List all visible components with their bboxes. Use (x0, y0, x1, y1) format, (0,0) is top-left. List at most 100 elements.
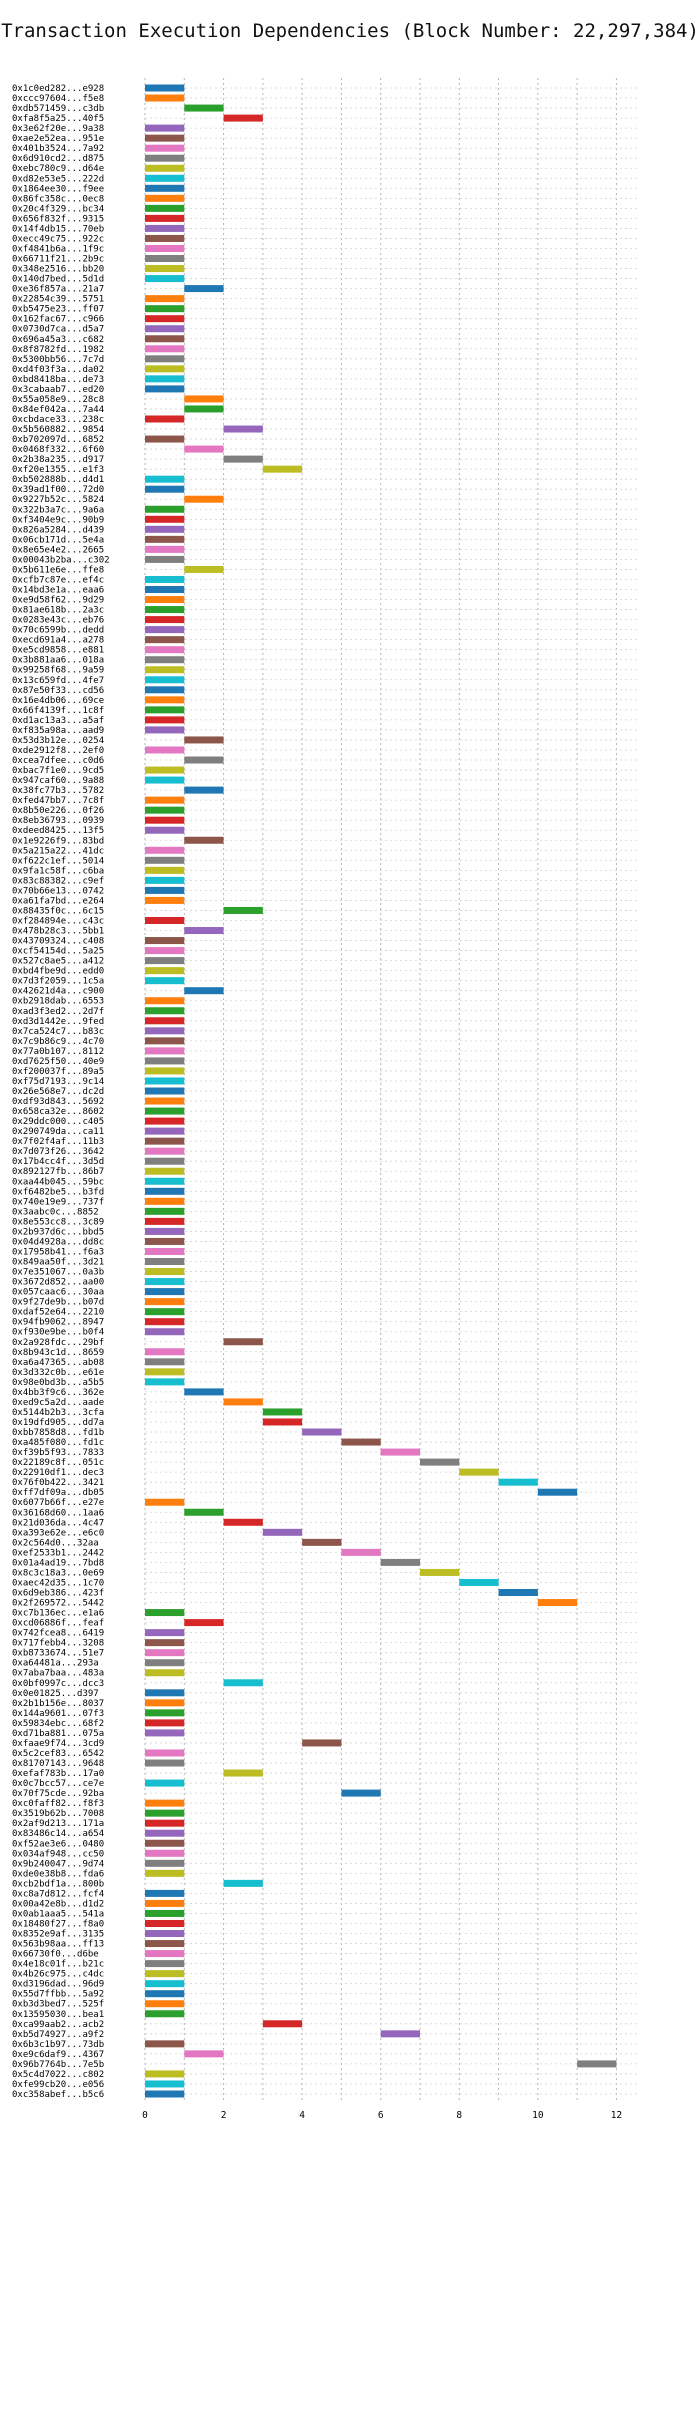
bar-40 (145, 485, 185, 493)
y-tick-label: 0x3672d852...aa00 (12, 1278, 104, 1288)
bar-171 (145, 1799, 185, 1807)
bar-24 (145, 325, 185, 333)
bar-89 (145, 977, 185, 985)
y-tick-label: 0x8352e9af...3135 (12, 1930, 104, 1940)
y-tick-label: 0xd3196dad...96d9 (12, 1980, 104, 1990)
bar-84 (184, 927, 224, 935)
y-tick-label: 0x66730f0...d6be (12, 1950, 99, 1960)
bar-78 (145, 866, 185, 874)
y-tick-label: 0x4e18c01f...b21c (12, 1960, 104, 1970)
y-tick-label: 0x2af9d213...171a (12, 1819, 104, 1829)
y-tick-label: 0x3b881aa6...018a (12, 656, 104, 666)
y-tick-label: 0x26e568e7...dc2d (12, 1087, 104, 1097)
y-tick-label: 0xdeed8425...13f5 (12, 826, 104, 836)
bar-56 (145, 646, 185, 654)
y-tick-label: 0x5b560882...9854 (12, 425, 104, 435)
y-tick-label: 0x1864ee30...f9ee (12, 184, 104, 194)
bar-85 (145, 937, 185, 945)
y-tick-label: 0x826a5284...d439 (12, 525, 104, 535)
y-tick-label: 0x66711f21...2b9c (12, 255, 104, 265)
y-tick-label: 0xf284894e...c43c (12, 916, 104, 926)
x-tick-label: 8 (456, 2110, 462, 2121)
bar-161 (145, 1699, 185, 1707)
bar-153 (184, 1619, 224, 1627)
bar-41 (184, 495, 224, 503)
y-tick-label: 0x5c2cef83...6542 (12, 1749, 104, 1759)
y-tick-label: 0x00043b2ba...c302 (12, 555, 110, 565)
y-tick-label: 0x478b28c3...5bb1 (12, 927, 104, 937)
y-tick-label: 0xcd06886f...feaf (12, 1619, 104, 1629)
y-tick-label: 0xfe99cb20...e056 (12, 2080, 104, 2090)
y-tick-label: 0xcb2bdf1a...800b (12, 1879, 104, 1889)
y-tick-label: 0x8e65e4e2...2665 (12, 545, 104, 555)
y-tick-label: 0xa393e62e...e6c0 (12, 1528, 104, 1538)
y-tick-label: 0x17958b41...f6a3 (12, 1247, 104, 1257)
bar-3 (223, 114, 263, 122)
bar-191 (145, 2000, 185, 2008)
y-tick-label: 0x66f4139f...1c8f (12, 706, 104, 716)
y-tick-label: 0xbb7858d8...fd1b (12, 1428, 104, 1438)
y-tick-label: 0x2a928fdc...29bf (12, 1338, 104, 1348)
y-tick-label: 0x86fc358c...0ec8 (12, 194, 104, 204)
bar-108 (145, 1167, 185, 1175)
y-tick-label: 0xfa8f5a25...40f5 (12, 114, 104, 124)
bar-127 (145, 1358, 185, 1366)
y-tick-label: 0xc7b136ec...e1a6 (12, 1609, 104, 1619)
bar-65 (184, 736, 224, 744)
y-tick-label: 0xe9c6daf9...4367 (12, 2050, 104, 2060)
y-tick-label: 0x42621d4a...c900 (12, 987, 104, 997)
y-tick-label: 0x70c6599b...dedd (12, 626, 104, 636)
x-tick-label: 0 (142, 2110, 148, 2121)
y-tick-label: 0x5144b2b3...3cfa (12, 1408, 104, 1418)
bar-16 (145, 244, 185, 252)
bar-144 (262, 1528, 303, 1536)
bar-140 (537, 1488, 578, 1496)
bar-0 (145, 84, 185, 92)
bar-20 (184, 285, 224, 293)
bar-36 (184, 445, 224, 453)
y-tick-label: 0xe9d58f62...9d29 (12, 596, 104, 606)
y-tick-label: 0x290749da...ca11 (12, 1127, 104, 1137)
y-tick-label: 0xcbdace33...238c (12, 415, 104, 425)
bar-46 (145, 545, 185, 553)
y-tick-label: 0x2f269572...5442 (12, 1599, 104, 1609)
chart-title: Transaction Execution Dependencies (Bloc… (1, 20, 699, 42)
y-tick-label: 0x21d036da...4c47 (12, 1518, 104, 1528)
y-tick-label: 0x84ef042a...7a44 (12, 405, 104, 415)
bar-186 (145, 1950, 185, 1958)
y-tick-label: 0x742fcea8...6419 (12, 1629, 104, 1639)
bar-197 (577, 2060, 617, 2068)
y-tick-label: 0xc8a7d812...fcf4 (12, 1889, 104, 1899)
y-tick-label: 0xb5475e23...ff07 (12, 305, 104, 315)
bar-59 (145, 676, 185, 684)
y-tick-label: 0x00a42e8b...d1d2 (12, 1899, 104, 1909)
y-tick-labels: 0x1c0ed282...e9280xccc97604...f5e80xdb57… (12, 84, 110, 2100)
y-tick-label: 0x740e19e9...737f (12, 1197, 104, 1207)
y-tick-label: 0x0ab1aaa5...541a (12, 1909, 104, 1919)
bar-8 (145, 164, 185, 172)
bar-176 (145, 1849, 185, 1857)
bar-134 (302, 1428, 342, 1436)
y-tick-label: 0x13c659fd...4fe7 (12, 676, 104, 686)
x-tick-label: 4 (299, 2110, 305, 2121)
y-tick-label: 0x94fb9062...8947 (12, 1318, 104, 1328)
bar-169 (145, 1779, 185, 1787)
y-tick-label: 0x70b66e13...0742 (12, 886, 104, 896)
bar-168 (223, 1769, 263, 1777)
y-tick-label: 0xa485f080...fd1c (12, 1438, 104, 1448)
y-tick-label: 0x6d910cd2...d875 (12, 154, 104, 164)
y-tick-label: 0xecd691a4...a278 (12, 636, 104, 646)
bar-87 (145, 957, 185, 965)
y-tick-label: 0xf3404e9c...90b9 (12, 515, 104, 525)
bar-21 (145, 295, 185, 303)
bar-159 (223, 1679, 263, 1687)
y-tick-label: 0xde2912f8...2ef0 (12, 746, 104, 756)
bar-110 (145, 1187, 185, 1195)
y-tick-label: 0xd71ba881...075a (12, 1729, 104, 1739)
y-tick-label: 0x22910df1...dec3 (12, 1468, 104, 1478)
bar-13 (145, 214, 185, 222)
y-tick-label: 0x0bf0997c...dcc3 (12, 1679, 104, 1689)
bar-77 (145, 856, 185, 864)
y-tick-label: 0x892127fb...86b7 (12, 1167, 104, 1177)
y-tick-label: 0x527c8ae5...a412 (12, 957, 104, 967)
